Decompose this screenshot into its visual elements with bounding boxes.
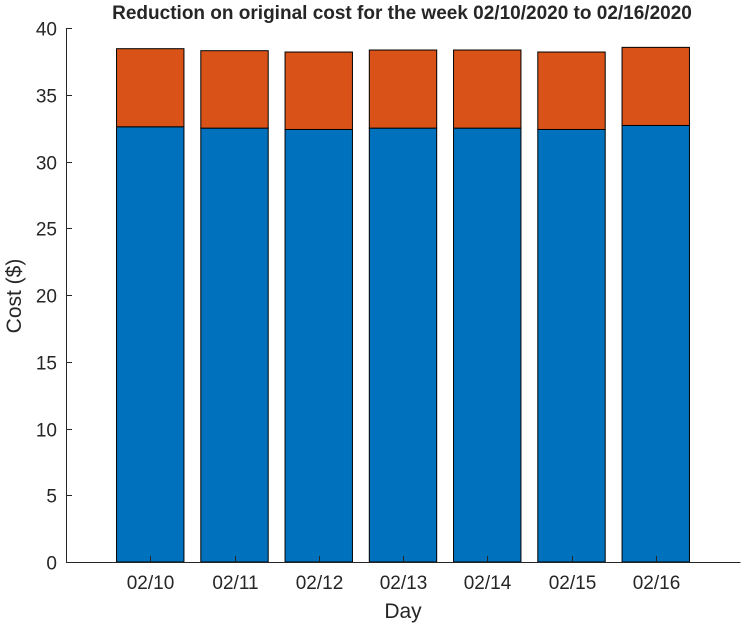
x-axis-label: Day: [384, 600, 422, 623]
bar-02-16-segment-1: [621, 124, 690, 563]
x-tick-label: 02/12: [296, 573, 344, 594]
bar-02-11-segment-1: [200, 127, 269, 563]
y-tick-label: 25: [36, 220, 57, 241]
x-tick-label: 02/13: [380, 573, 428, 594]
y-tick-label: 30: [36, 154, 57, 175]
y-tick-label: 15: [36, 354, 57, 375]
bar-02-14-segment-1: [453, 127, 522, 563]
bar-02-10-segment-2: [116, 48, 185, 128]
y-tick-label: 5: [46, 487, 57, 508]
y-tick-label: 35: [36, 87, 57, 108]
x-ticks-group: 02/10 02/11 02/12 02/13 02/14 02/15 02/16: [127, 556, 681, 594]
x-tick-label: 02/10: [127, 573, 175, 594]
bar-02-11-segment-2: [200, 50, 269, 129]
bar-02-13-segment-2: [368, 49, 438, 129]
y-tick-label: 40: [36, 20, 57, 41]
x-tick-label: 02/11: [212, 573, 258, 594]
bar-02-16-segment-2: [621, 46, 690, 126]
bar-02-12-segment-2: [284, 51, 353, 130]
bar-02-12-segment-1: [284, 128, 353, 563]
bar-02-14-segment-2: [453, 49, 522, 129]
x-tick-label: 02/15: [549, 573, 597, 594]
x-tick-label: 02/16: [633, 573, 681, 594]
y-tick-label: 20: [36, 287, 57, 308]
bar-02-10-segment-1: [116, 126, 185, 563]
bar-02-15-segment-2: [537, 51, 606, 130]
bar-02-15-segment-1: [537, 128, 606, 563]
bars-group: [116, 46, 690, 563]
y-tick-label: 10: [36, 421, 57, 442]
y-axis-label: Cost ($): [3, 259, 26, 334]
bar-02-13-segment-1: [368, 127, 438, 563]
chart-title: Reduction on original cost for the week …: [112, 3, 692, 24]
y-ticks-group: 0 5 10 15 20 25 30 35 40: [36, 20, 72, 575]
y-tick-label: 0: [46, 554, 57, 575]
x-tick-label: 02/14: [464, 573, 512, 594]
